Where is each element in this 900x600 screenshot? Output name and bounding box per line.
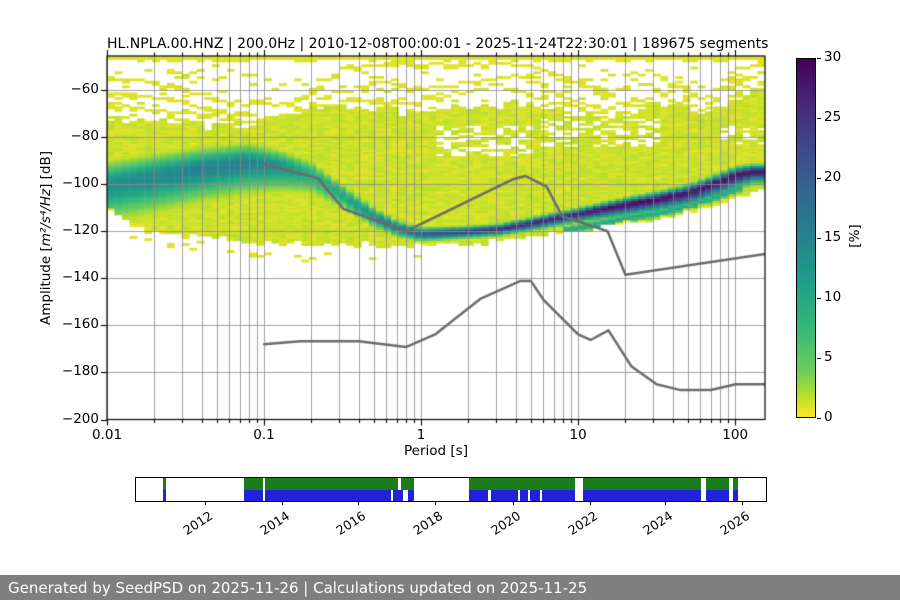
coverage-segment bbox=[408, 489, 414, 501]
colorbar-tick-mark bbox=[817, 297, 821, 299]
coverage-segment bbox=[583, 478, 702, 490]
timeline-tick-mark bbox=[589, 501, 591, 505]
y-tick-label: −120 bbox=[61, 222, 99, 239]
y-tick-label: −80 bbox=[70, 128, 100, 145]
ppsd-heatmap-canvas bbox=[0, 0, 900, 470]
y-tick-label: −100 bbox=[61, 175, 99, 192]
x-tick-label: 0.01 bbox=[91, 426, 123, 443]
coverage-segment bbox=[530, 489, 540, 501]
colorbar-tick-label: 20 bbox=[824, 169, 842, 185]
coverage-segment bbox=[393, 489, 404, 501]
colorbar-tick-mark bbox=[817, 57, 821, 59]
colorbar-tick-mark bbox=[817, 417, 821, 419]
coverage-segment bbox=[583, 489, 702, 501]
x-axis-label: Period [s] bbox=[404, 443, 468, 459]
timeline-tick-mark bbox=[204, 501, 206, 505]
colorbar-tick-mark bbox=[817, 237, 821, 239]
x-tick-label: 100 bbox=[722, 426, 749, 443]
coverage-segment bbox=[243, 478, 263, 490]
colorbar bbox=[796, 58, 816, 418]
coverage-segment bbox=[243, 489, 263, 501]
y-axis-label-pre: Amplitude [ bbox=[38, 246, 54, 326]
coverage-segment bbox=[265, 478, 399, 490]
x-tick-label: 0.1 bbox=[253, 426, 275, 443]
colorbar-tick-label: 5 bbox=[824, 349, 833, 365]
colorbar-tick-label: 30 bbox=[824, 49, 842, 65]
timeline-tick-mark bbox=[664, 501, 666, 505]
timeline-year-label: 2018 bbox=[410, 508, 446, 538]
coverage-segment bbox=[706, 478, 729, 490]
footer-text: Generated by SeedPSD on 2025-11-26 | Cal… bbox=[8, 579, 588, 597]
timeline-tick-mark bbox=[281, 501, 283, 505]
coverage-segment bbox=[469, 478, 576, 490]
y-tick-label: −140 bbox=[61, 269, 99, 286]
colorbar-tick-label: 10 bbox=[824, 289, 842, 305]
plot-title: HL.NPLA.00.HNZ | 200.0Hz | 2010-12-08T00… bbox=[107, 36, 769, 52]
y-tick-label: −200 bbox=[61, 410, 99, 427]
timeline-year-label: 2014 bbox=[257, 508, 292, 538]
timeline-year-label: 2020 bbox=[488, 508, 524, 538]
y-tick-label: −180 bbox=[61, 363, 99, 380]
coverage-segment bbox=[265, 489, 391, 501]
timeline-tick-mark bbox=[434, 501, 436, 505]
timeline-year-label: 2024 bbox=[640, 508, 675, 538]
timeline-year-label: 2012 bbox=[180, 508, 216, 538]
footer-bar: Generated by SeedPSD on 2025-11-26 | Cal… bbox=[0, 575, 900, 600]
colorbar-tick-label: 25 bbox=[824, 109, 842, 125]
colorbar-tick-mark bbox=[817, 117, 821, 119]
colorbar-tick-label: 0 bbox=[824, 409, 833, 425]
colorbar-label: [%] bbox=[847, 224, 863, 248]
colorbar-tick-mark bbox=[817, 357, 821, 359]
timeline-year-label: 2016 bbox=[333, 508, 369, 538]
coverage-segment bbox=[733, 478, 739, 490]
x-tick-label: 10 bbox=[569, 426, 587, 443]
y-tick-label: −60 bbox=[70, 81, 100, 98]
timeline-tick-mark bbox=[741, 501, 743, 505]
coverage-segment bbox=[400, 478, 414, 490]
timeline-year-label: 2026 bbox=[717, 508, 752, 538]
timeline-tick-mark bbox=[513, 501, 514, 505]
x-tick-label: 1 bbox=[416, 426, 426, 443]
coverage-segment bbox=[469, 489, 489, 501]
colorbar-tick-label: 15 bbox=[824, 229, 842, 245]
coverage-segment bbox=[542, 489, 576, 501]
coverage-segment bbox=[733, 489, 739, 501]
colorbar-tick-mark bbox=[817, 177, 821, 179]
coverage-segment bbox=[163, 478, 166, 490]
timeline-tick-mark bbox=[358, 501, 360, 505]
coverage-segment bbox=[706, 489, 729, 501]
timeline-year-label: 2022 bbox=[565, 508, 601, 538]
coverage-segment bbox=[490, 489, 518, 501]
coverage-segment bbox=[520, 489, 528, 501]
coverage-timeline bbox=[135, 477, 767, 502]
coverage-segment bbox=[163, 489, 166, 501]
y-tick-label: −160 bbox=[61, 316, 99, 333]
